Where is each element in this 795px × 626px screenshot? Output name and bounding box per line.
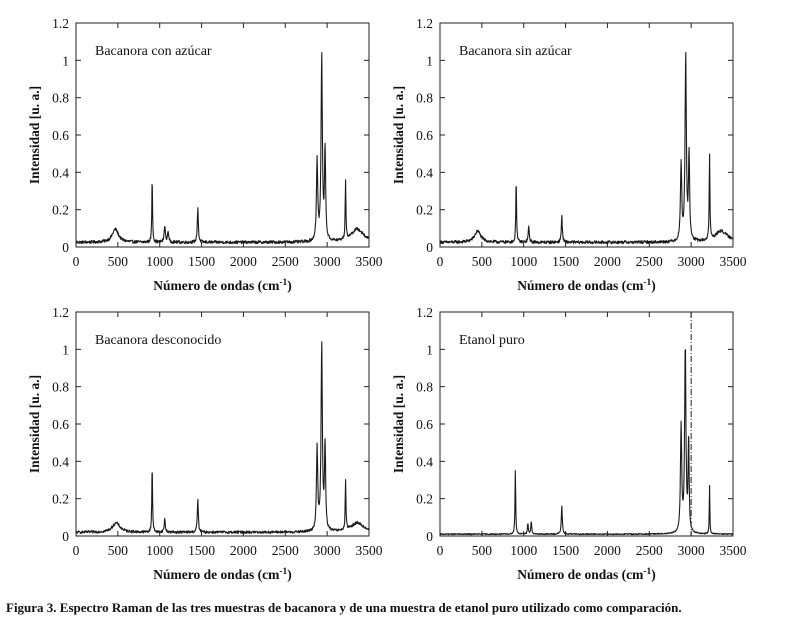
x-tick-label: 3000 <box>678 254 705 269</box>
x-tick-label: 1000 <box>510 254 537 269</box>
y-tick-label: 0.6 <box>52 417 69 432</box>
x-tick-label: 0 <box>73 254 80 269</box>
chart-panel-2: 0 500 1000 1500 2000 2500 3000 3500 0 0.2 0.4 0.6 0.… <box>391 16 747 293</box>
y-tick-label: 0.8 <box>416 380 433 395</box>
y-tick-label: 0.6 <box>416 417 433 432</box>
y-tick-label: 0 <box>62 240 69 255</box>
y-tick-label: 1.2 <box>416 16 433 31</box>
x-tick-label: 3000 <box>314 254 341 269</box>
y-tick-label: 0.2 <box>52 492 69 507</box>
y-tick-label: 0 <box>62 529 69 544</box>
x-tick-label: 1500 <box>552 543 579 558</box>
spectrum-line <box>439 51 734 245</box>
x-tick-label: 3500 <box>356 543 383 558</box>
x-tick-label: 500 <box>108 543 129 558</box>
chart-panel-4: 0 500 1000 1500 2000 2500 3000 3500 0 0.2 0.4 0.6 0.… <box>391 305 747 582</box>
x-tick-label: 2000 <box>230 254 257 269</box>
y-tick-label: 0.4 <box>52 165 69 180</box>
y-tick-label: 1 <box>426 53 433 68</box>
x-tick-label: 1500 <box>188 254 215 269</box>
x-axis-title: Número de ondas (cm-1) <box>517 567 656 582</box>
y-tick-label: 0 <box>426 529 433 544</box>
y-tick-label: 0 <box>426 240 433 255</box>
y-tick-label: 0.2 <box>416 492 433 507</box>
y-tick-label: 0.8 <box>52 380 69 395</box>
x-axis-title: Número de ondas (cm-1) <box>153 278 292 293</box>
spectrum-line <box>439 349 734 536</box>
y-tick-label: 1.2 <box>52 305 69 320</box>
y-tick-label: 0.8 <box>416 91 433 106</box>
x-tick-label: 1500 <box>188 543 215 558</box>
x-tick-label: 1000 <box>146 254 173 269</box>
x-tick-label: 2000 <box>594 543 621 558</box>
panel-title: Bacanora sin azúcar <box>459 44 572 59</box>
y-tick-label: 1.2 <box>416 305 433 320</box>
y-tick-label: 0.4 <box>416 165 433 180</box>
y-tick-label: 1 <box>62 342 69 357</box>
x-tick-label: 0 <box>437 543 444 558</box>
y-tick-label: 1 <box>426 342 433 357</box>
x-tick-label: 3000 <box>678 543 705 558</box>
y-axis-title: Intensidad [u. a.] <box>391 86 406 184</box>
x-tick-label: 3500 <box>720 543 747 558</box>
y-tick-label: 0.6 <box>416 128 433 143</box>
y-tick-label: 0.6 <box>52 128 69 143</box>
x-axis-title: Número de ondas (cm-1) <box>517 278 656 293</box>
y-tick-label: 0.4 <box>52 454 69 469</box>
panel-title: Etanol puro <box>459 333 525 348</box>
y-tick-label: 0.2 <box>416 203 433 218</box>
x-tick-label: 0 <box>73 543 80 558</box>
y-tick-label: 1.2 <box>52 16 69 31</box>
x-tick-label: 1000 <box>510 543 537 558</box>
x-tick-label: 2000 <box>594 254 621 269</box>
y-tick-label: 0.2 <box>52 203 69 218</box>
x-tick-label: 2500 <box>636 543 663 558</box>
x-tick-label: 3500 <box>720 254 747 269</box>
x-tick-label: 2000 <box>230 543 257 558</box>
x-tick-label: 2500 <box>272 254 299 269</box>
chart-panel-3: 0 500 1000 1500 2000 2500 3000 3500 0 0.2 0.4 0.6 0.… <box>27 305 383 582</box>
y-axis-title: Intensidad [u. a.] <box>391 375 406 473</box>
panel-title: Bacanora desconocido <box>95 333 221 348</box>
figure-caption: Figura 3. Espectro Raman de las tres mue… <box>6 600 682 615</box>
x-tick-label: 500 <box>472 543 493 558</box>
y-tick-label: 0.8 <box>52 91 69 106</box>
y-axis-title: Intensidad [u. a.] <box>27 86 42 184</box>
x-tick-label: 500 <box>108 254 129 269</box>
x-tick-label: 3500 <box>356 254 383 269</box>
x-tick-label: 2500 <box>272 543 299 558</box>
y-tick-label: 0.4 <box>416 454 433 469</box>
spectrum-line <box>75 341 370 535</box>
spectrum-line <box>75 52 370 245</box>
x-axis-title: Número de ondas (cm-1) <box>153 567 292 582</box>
chart-panel-1: 0 500 1000 1500 2000 2500 3000 3500 0 0.2 0.4 0.6 0.… <box>27 16 383 293</box>
y-tick-label: 1 <box>62 53 69 68</box>
x-tick-label: 1500 <box>552 254 579 269</box>
y-axis-title: Intensidad [u. a.] <box>27 375 42 473</box>
x-tick-label: 500 <box>472 254 493 269</box>
x-tick-label: 3000 <box>314 543 341 558</box>
panel-title: Bacanora con azúcar <box>95 44 212 59</box>
x-tick-label: 2500 <box>636 254 663 269</box>
x-tick-label: 1000 <box>146 543 173 558</box>
x-tick-label: 0 <box>437 254 444 269</box>
